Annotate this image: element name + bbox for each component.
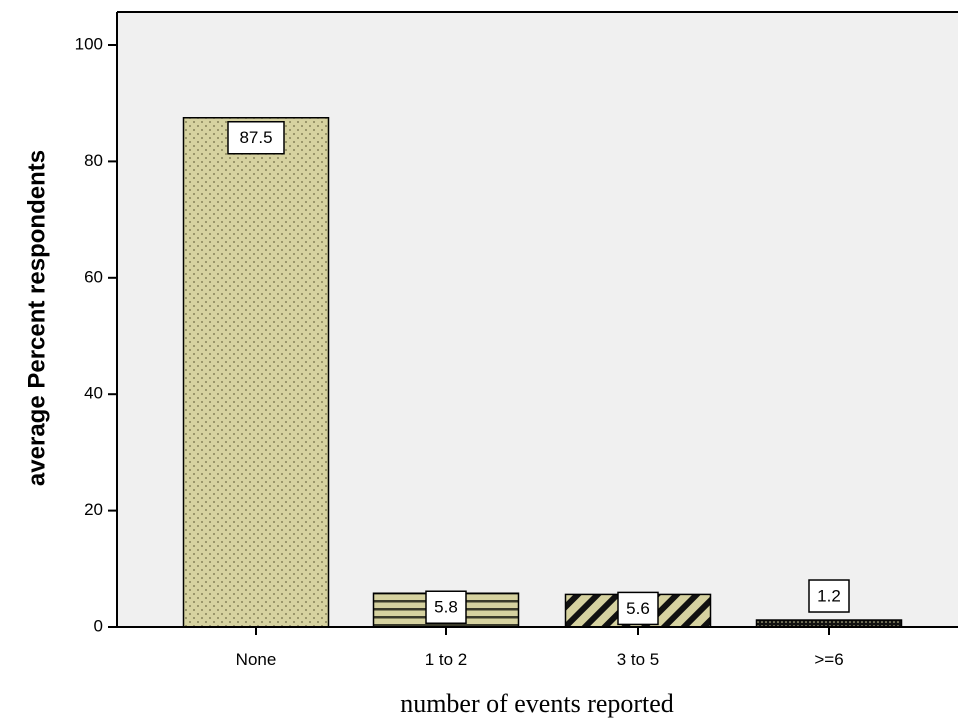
y-tick-label: 100 bbox=[75, 34, 103, 53]
data-label-text: 87.5 bbox=[239, 128, 272, 147]
y-tick-label: 20 bbox=[84, 500, 103, 519]
data-label-text: 5.6 bbox=[626, 599, 650, 618]
y-tick-label: 80 bbox=[84, 151, 103, 170]
data-label: 1.2 bbox=[809, 580, 849, 612]
y-axis-ticks: 0 20 40 60 80 100 bbox=[75, 34, 117, 635]
x-axis-title: number of events reported bbox=[400, 689, 674, 718]
bar bbox=[757, 620, 902, 627]
data-label: 5.8 bbox=[426, 591, 466, 623]
data-label: 5.6 bbox=[618, 592, 658, 624]
bar bbox=[184, 118, 329, 627]
data-label: 87.5 bbox=[228, 122, 284, 154]
x-tick-label: 1 to 2 bbox=[425, 650, 468, 669]
data-label-text: 5.8 bbox=[434, 598, 458, 617]
x-tick-label: >=6 bbox=[814, 650, 843, 669]
y-axis-title: average Percent respondents bbox=[23, 150, 50, 486]
y-tick-label: 0 bbox=[94, 616, 103, 635]
x-axis-ticks: None 1 to 2 3 to 5 >=6 bbox=[236, 627, 844, 669]
x-tick-label: None bbox=[236, 650, 277, 669]
y-tick-label: 40 bbox=[84, 384, 103, 403]
y-tick-label: 60 bbox=[84, 267, 103, 286]
data-label-text: 1.2 bbox=[817, 587, 841, 606]
x-tick-label: 3 to 5 bbox=[617, 650, 660, 669]
